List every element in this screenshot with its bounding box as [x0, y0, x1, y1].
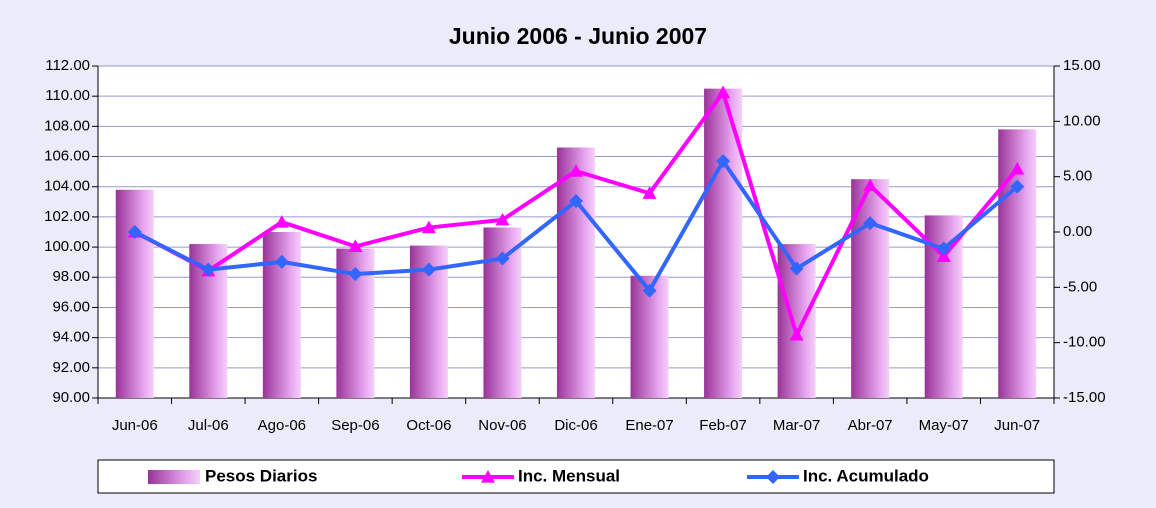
- y-tick-label: 110.00: [45, 87, 90, 104]
- x-tick-label: Jul-06: [188, 417, 229, 434]
- legend-label: Inc. Acumulado: [803, 466, 929, 485]
- x-tick-label: May-07: [919, 417, 969, 434]
- x-tick-label: Oct-06: [406, 417, 451, 434]
- line-marker: [1010, 179, 1025, 194]
- line-marker: [789, 327, 804, 341]
- x-tick-label: Feb-07: [699, 417, 747, 434]
- line-marker: [1010, 161, 1025, 175]
- x-tick-label: Dic-06: [554, 417, 597, 434]
- x-tick-label: Jun-06: [112, 417, 158, 434]
- line-marker: [569, 194, 583, 209]
- bar: [115, 189, 154, 398]
- y-tick-label: 98.00: [52, 268, 90, 285]
- y-tick-label: 104.00: [44, 178, 90, 195]
- x-tick-label: Mar-07: [773, 417, 821, 434]
- y2-tick-label: -15.00: [1063, 389, 1106, 406]
- y-tick-label: 92.00: [52, 359, 90, 376]
- x-tick-label: Sep-06: [331, 417, 379, 434]
- y2-tick-label: -10.00: [1063, 334, 1106, 351]
- x-tick-label: Ago-06: [258, 417, 306, 434]
- y-tick-label: 102.00: [44, 208, 90, 225]
- chart-title: Junio 2006 - Junio 2007: [449, 23, 707, 49]
- y-tick-label: 96.00: [52, 298, 90, 315]
- y-tick-label: 112.00: [45, 57, 90, 74]
- x-tick-label: Abr-07: [848, 417, 893, 434]
- line-marker: [642, 283, 657, 298]
- line-marker: [348, 239, 363, 252]
- legend-marker: [766, 470, 780, 484]
- line-marker: [716, 154, 731, 169]
- legend: [97, 459, 1055, 494]
- legend-marker: [481, 470, 495, 483]
- line-marker: [936, 241, 951, 256]
- y2-tick-label: -5.00: [1063, 278, 1097, 295]
- line-marker: [421, 262, 436, 277]
- line-marker: [569, 164, 583, 177]
- line-marker: [936, 249, 951, 262]
- y2-tick-label: 15.00: [1063, 57, 1101, 74]
- legend-swatch: [148, 470, 200, 484]
- legend-label: Inc. Mensual: [518, 466, 620, 485]
- x-tick-label: Nov-06: [478, 417, 526, 434]
- line-marker: [495, 212, 510, 226]
- y2-tick-label: 5.00: [1063, 168, 1092, 185]
- y-tick-label: 90.00: [52, 389, 90, 406]
- line-marker: [274, 215, 289, 228]
- x-tick-label: Ene-07: [625, 417, 673, 434]
- line-marker: [127, 225, 142, 239]
- y-tick-label: 100.00: [44, 238, 90, 255]
- y2-tick-label: 10.00: [1063, 112, 1101, 129]
- line-marker: [863, 178, 878, 192]
- line-marker: [421, 220, 436, 234]
- legend-label: Pesos Diarios: [205, 466, 317, 485]
- line-marker: [642, 186, 657, 199]
- x-tick-label: Jun-07: [994, 417, 1040, 434]
- bar: [557, 147, 595, 398]
- y-tick-label: 94.00: [52, 329, 90, 346]
- y2-tick-label: 0.00: [1063, 223, 1092, 240]
- line-marker: [274, 254, 289, 269]
- y-tick-label: 106.00: [44, 148, 90, 165]
- line-marker: [863, 216, 878, 231]
- line-marker: [201, 262, 216, 277]
- line-marker: [348, 267, 363, 282]
- y-tick-label: 108.00: [44, 117, 90, 134]
- line-marker: [789, 261, 804, 276]
- line-marker: [716, 85, 731, 99]
- line-marker: [495, 251, 510, 266]
